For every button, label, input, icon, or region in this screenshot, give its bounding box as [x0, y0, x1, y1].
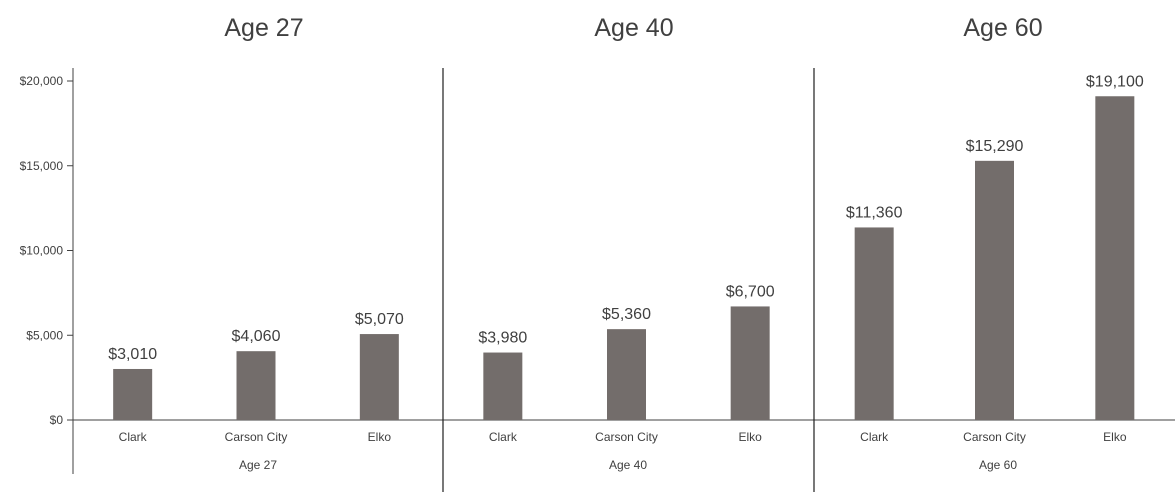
group-label-age-40: Age 40: [609, 458, 647, 472]
data-label: $11,360: [846, 204, 903, 221]
data-label: $5,360: [602, 306, 651, 323]
panel-titles: Age 27 Age 40 Age 60: [224, 14, 1042, 42]
bar: [730, 306, 770, 420]
bar: [1095, 96, 1135, 420]
y-tick-label: $5,000: [26, 328, 63, 342]
group-label-age-27: Age 27: [239, 458, 277, 472]
bar: [359, 334, 399, 420]
data-label: $19,100: [1086, 73, 1144, 90]
data-label: $5,070: [355, 311, 404, 328]
bar: [483, 352, 523, 420]
category-label: Clark: [119, 430, 148, 444]
y-tick-label: $10,000: [20, 244, 64, 258]
bar: [236, 351, 276, 420]
category-label: Elko: [1103, 430, 1127, 444]
category-labels: Clark Carson City Elko Clark Carson City Elko…: [119, 430, 1127, 444]
y-ticks: $0 $5,000 $10,000 $15,000 $20,000: [20, 74, 73, 427]
y-tick-label: $0: [50, 413, 64, 427]
y-tick-label: $15,000: [20, 159, 64, 173]
group-labels: Age 27 Age 40 Age 60: [239, 458, 1017, 472]
category-label: Elko: [368, 430, 392, 444]
panel-title-age-27: Age 27: [224, 14, 303, 42]
bar: [607, 329, 646, 420]
category-label: Carson City: [963, 430, 1026, 444]
y-tick-label: $20,000: [20, 74, 64, 88]
data-label: $6,700: [726, 283, 775, 300]
data-label: $15,290: [966, 138, 1024, 155]
category-label: Carson City: [595, 430, 658, 444]
group-label-age-60: Age 60: [979, 458, 1017, 472]
data-label: $4,060: [232, 328, 281, 345]
data-labels: $3,010 $4,060 $5,070 $3,980 $5,360 $6,700 $11,…: [108, 73, 1144, 363]
data-label: $3,010: [108, 346, 157, 363]
category-label: Clark: [860, 430, 889, 444]
bar: [975, 160, 1014, 420]
bars: [113, 96, 1135, 420]
bar: [854, 227, 894, 420]
category-label: Clark: [489, 430, 518, 444]
panel-title-age-40: Age 40: [594, 14, 673, 42]
data-label: $3,980: [478, 330, 527, 347]
bar: [113, 368, 153, 420]
panel-title-age-60: Age 60: [963, 14, 1042, 42]
category-label: Elko: [738, 430, 762, 444]
category-label: Carson City: [225, 430, 288, 444]
